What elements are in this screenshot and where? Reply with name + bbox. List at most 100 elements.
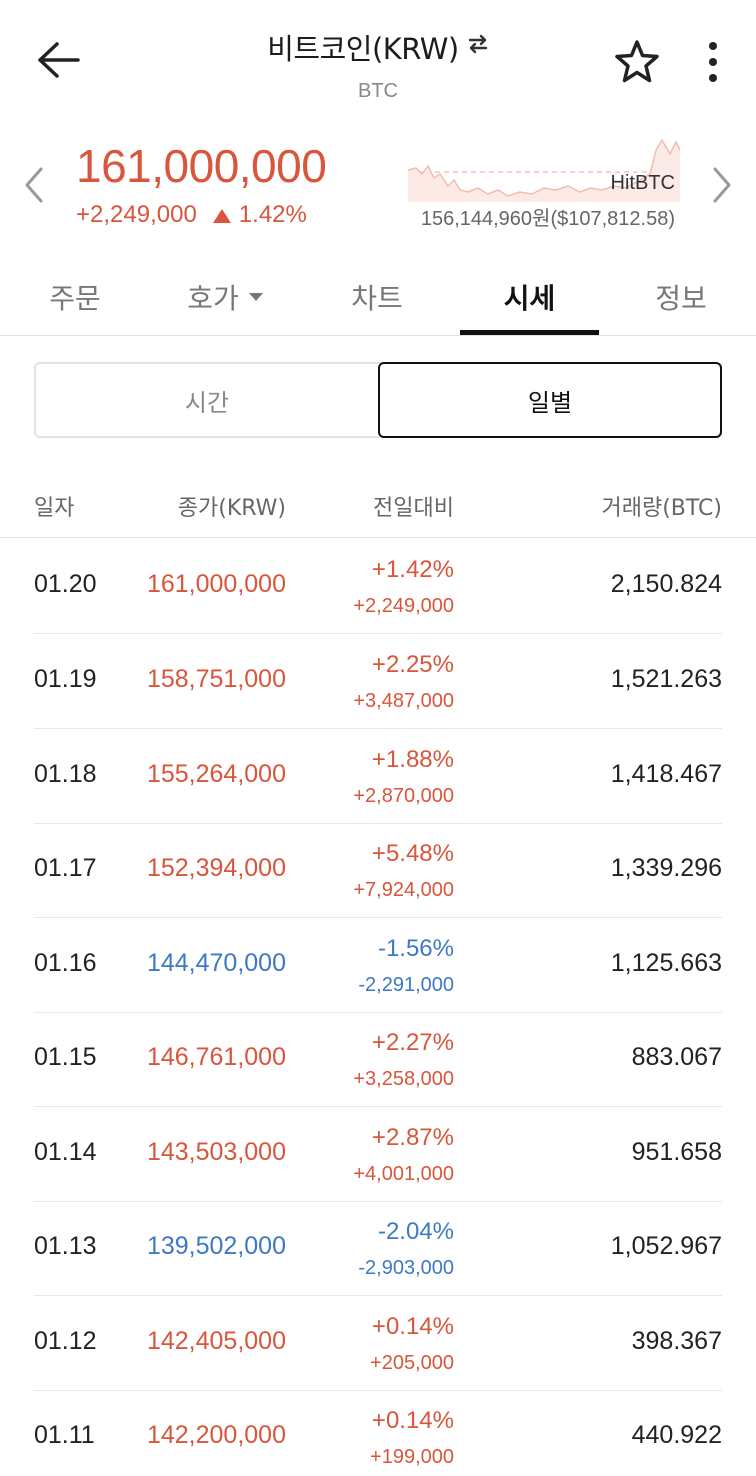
row-change-pct: -2.04% <box>377 1218 454 1245</box>
row-change-amount: +3,487,000 <box>353 690 454 712</box>
row-date: 01.18 <box>34 760 97 788</box>
row-change-pct: +2.87% <box>371 1124 454 1151</box>
current-price: 161,000,000 <box>76 140 327 192</box>
row-close: 158,751,000 <box>146 665 286 693</box>
row-change-pct: +1.88% <box>371 746 454 773</box>
tab-label: 정보 <box>655 282 707 315</box>
header-volume: 거래량(BTC) <box>601 496 723 521</box>
chevron-right-icon[interactable] <box>702 155 742 215</box>
row-change-amount: -2,291,000 <box>358 974 454 996</box>
change-percent-wrap: 1.42% <box>212 201 307 229</box>
row-volume: 1,125.663 <box>610 949 722 977</box>
row-close: 139,502,000 <box>146 1232 286 1260</box>
table-row[interactable]: 01.12 142,405,000 +0.14% +205,000 398.36… <box>34 1296 722 1391</box>
caret-down-icon <box>248 293 263 301</box>
row-close: 142,200,000 <box>146 1421 286 1449</box>
row-volume: 1,339.296 <box>610 854 722 882</box>
row-change-amount: +199,000 <box>370 1446 454 1468</box>
title-block: 비트코인(KRW) BTC <box>0 26 756 103</box>
segment-time[interactable]: 시간 <box>184 388 230 417</box>
row-change-pct: +2.27% <box>371 1029 454 1056</box>
table-row[interactable]: 01.11 142,200,000 +0.14% +199,000 440.92… <box>34 1390 722 1476</box>
reference-exchange-price: 156,144,960원($107,812.58) <box>420 208 675 230</box>
table-row[interactable]: 01.18 155,264,000 +1.88% +2,870,000 1,41… <box>34 729 722 824</box>
row-change-pct: -1.56% <box>377 935 454 962</box>
tab-label: 호가 <box>187 282 239 315</box>
row-change-amount: +3,258,000 <box>353 1068 454 1090</box>
row-close: 155,264,000 <box>146 760 286 788</box>
table-row[interactable]: 01.20 161,000,000 +1.42% +2,249,000 2,15… <box>34 539 722 634</box>
row-change-pct: +0.14% <box>371 1407 454 1434</box>
row-close: 142,405,000 <box>146 1327 286 1355</box>
tab-label: 시세 <box>503 282 556 315</box>
row-close: 143,503,000 <box>146 1138 286 1166</box>
row-close: 144,470,000 <box>146 949 286 977</box>
tab-label: 주문 <box>49 282 101 315</box>
tab-order[interactable]: 주문 <box>0 258 150 336</box>
row-change-pct: +2.25% <box>371 651 454 678</box>
row-volume: 398.367 <box>631 1327 722 1355</box>
tab-chart[interactable]: 차트 <box>302 258 452 336</box>
row-change-amount: +2,870,000 <box>353 785 454 807</box>
segment-daily[interactable]: 일별 <box>378 362 722 438</box>
row-change-amount: +4,001,000 <box>353 1163 454 1185</box>
row-date: 01.11 <box>34 1421 95 1449</box>
tab-info[interactable]: 정보 <box>606 258 756 336</box>
star-icon[interactable] <box>606 32 668 92</box>
row-close: 152,394,000 <box>146 854 286 882</box>
swap-icon[interactable] <box>467 33 489 61</box>
row-close: 161,000,000 <box>146 570 286 598</box>
row-volume: 440.922 <box>631 1421 722 1449</box>
price-summary: 161,000,000 +2,249,000 1.42% HitBTC 156,… <box>0 125 756 245</box>
row-volume: 1,418.467 <box>610 760 722 788</box>
row-date: 01.15 <box>34 1043 97 1071</box>
header-change: 전일대비 <box>373 496 454 521</box>
main-tabs: 주문 호가 차트 시세 정보 <box>0 258 756 336</box>
row-volume: 1,052.967 <box>610 1232 722 1260</box>
row-date: 01.17 <box>34 854 97 882</box>
row-date: 01.20 <box>34 570 97 598</box>
row-change-pct: +5.48% <box>371 840 454 867</box>
tab-orderbook[interactable]: 호가 <box>150 258 300 336</box>
back-arrow-icon[interactable] <box>26 30 90 90</box>
top-header: 비트코인(KRW) BTC <box>0 0 756 120</box>
row-date: 01.13 <box>34 1232 97 1260</box>
change-percent: 1.42% <box>238 201 307 228</box>
row-change-amount: +7,924,000 <box>353 879 454 901</box>
row-date: 01.16 <box>34 949 97 977</box>
row-date: 01.19 <box>34 665 97 693</box>
price-change: +2,249,000 1.42% <box>76 201 307 229</box>
row-close: 146,761,000 <box>146 1043 286 1071</box>
mini-sparkline <box>408 138 680 202</box>
table-row[interactable]: 01.13 139,502,000 -2.04% -2,903,000 1,05… <box>34 1201 722 1296</box>
chevron-left-icon[interactable] <box>14 155 54 215</box>
table-row[interactable]: 01.15 146,761,000 +2.27% +3,258,000 883.… <box>34 1012 722 1107</box>
row-change-amount: +205,000 <box>370 1352 454 1374</box>
table-header: 일자 종가(KRW) 전일대비 거래량(BTC) <box>0 472 756 538</box>
row-date: 01.14 <box>34 1138 97 1166</box>
table-row[interactable]: 01.17 152,394,000 +5.48% +7,924,000 1,33… <box>34 823 722 918</box>
row-change-amount: -2,903,000 <box>358 1257 454 1279</box>
page-subtitle: BTC <box>358 80 398 102</box>
page-title[interactable]: 비트코인(KRW) <box>267 32 459 66</box>
header-date: 일자 <box>34 496 75 521</box>
table-row[interactable]: 01.19 158,751,000 +2.25% +3,487,000 1,52… <box>34 634 722 729</box>
triangle-up-icon <box>212 208 231 223</box>
period-segmented-control: 시간 일별 <box>34 362 722 438</box>
row-volume: 883.067 <box>631 1043 722 1071</box>
change-amount: +2,249,000 <box>76 201 197 228</box>
tab-quotes[interactable]: 시세 <box>460 258 599 336</box>
row-volume: 1,521.263 <box>610 665 722 693</box>
row-volume: 951.658 <box>631 1138 722 1166</box>
tab-label: 차트 <box>351 282 403 315</box>
active-tab-indicator <box>460 330 599 335</box>
row-change-pct: +0.14% <box>371 1313 454 1340</box>
row-change-pct: +1.42% <box>371 556 454 583</box>
reference-exchange-name: HitBTC <box>610 172 675 194</box>
row-change-amount: +2,249,000 <box>353 595 454 617</box>
row-date: 01.12 <box>34 1327 97 1355</box>
table-row[interactable]: 01.16 144,470,000 -1.56% -2,291,000 1,12… <box>34 918 722 1013</box>
table-row[interactable]: 01.14 143,503,000 +2.87% +4,001,000 951.… <box>34 1107 722 1202</box>
more-vertical-icon[interactable] <box>690 32 736 92</box>
header-close: 종가(KRW) <box>177 496 286 521</box>
